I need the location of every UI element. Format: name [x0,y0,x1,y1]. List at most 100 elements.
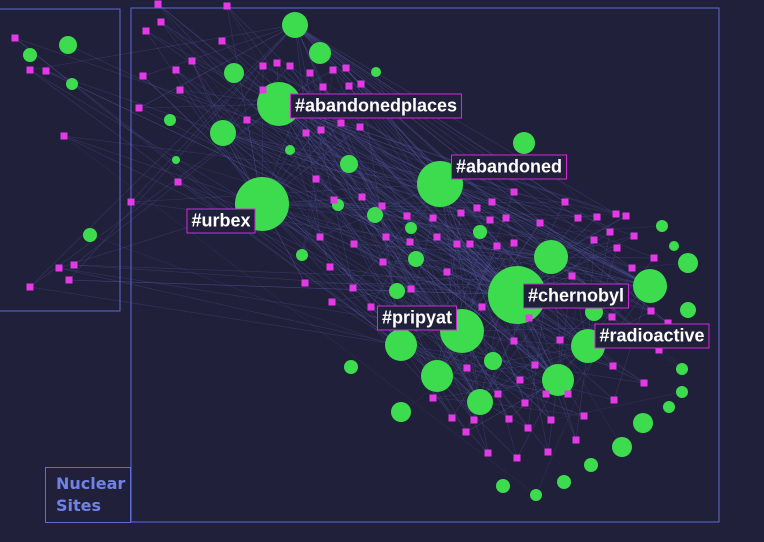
user-node[interactable] [580,412,588,420]
user-node[interactable] [630,232,638,240]
user-node[interactable] [135,104,143,112]
user-node[interactable] [488,198,496,206]
user-node[interactable] [139,72,147,80]
hashtag-node[interactable] [309,42,331,64]
user-node[interactable] [429,394,437,402]
user-node[interactable] [259,86,267,94]
hashtag-node[interactable] [408,251,424,267]
hashtag-node[interactable] [484,352,502,370]
hashtag-node[interactable] [367,207,383,223]
user-node[interactable] [286,62,294,70]
user-node[interactable] [329,66,337,74]
user-node[interactable] [547,416,555,424]
user-node[interactable] [60,132,68,140]
user-node[interactable] [466,240,474,248]
user-node[interactable] [448,414,456,422]
hashtag-node[interactable] [421,360,453,392]
user-node[interactable] [142,27,150,35]
user-node[interactable] [328,298,336,306]
user-node[interactable] [317,126,325,134]
user-node[interactable] [403,212,411,220]
user-node[interactable] [610,396,618,404]
user-node[interactable] [330,196,338,204]
user-node[interactable] [243,116,251,124]
user-node[interactable] [406,238,414,246]
hashtag-node[interactable] [584,458,598,472]
user-node[interactable] [462,428,470,436]
user-node[interactable] [510,337,518,345]
user-node[interactable] [433,233,441,241]
user-node[interactable] [223,2,231,10]
user-node[interactable] [356,123,364,131]
user-node[interactable] [349,284,357,292]
hashtag-node[interactable] [557,475,571,489]
user-node[interactable] [544,448,552,456]
user-node[interactable] [127,198,135,206]
hashtag-node[interactable] [542,364,574,396]
user-node[interactable] [26,283,34,291]
user-node[interactable] [157,18,165,26]
user-node[interactable] [342,64,350,72]
user-node[interactable] [11,34,19,42]
user-node[interactable] [613,244,621,252]
hashtag-node[interactable] [391,402,411,422]
hashtag-node[interactable] [488,266,546,324]
user-node[interactable] [70,261,78,269]
user-node[interactable] [55,264,63,272]
user-node[interactable] [516,376,524,384]
user-node[interactable] [312,175,320,183]
hashtag-node[interactable] [405,222,417,234]
user-node[interactable] [542,390,550,398]
tag-abandoned[interactable]: #abandoned [450,154,568,180]
hashtag-node[interactable] [389,283,405,299]
user-node[interactable] [26,66,34,74]
hashtag-node[interactable] [513,132,535,154]
user-node[interactable] [531,361,539,369]
user-node[interactable] [478,303,486,311]
user-node[interactable] [521,399,529,407]
user-node[interactable] [301,279,309,287]
user-node[interactable] [358,193,366,201]
user-node[interactable] [154,0,162,8]
hashtag-node[interactable] [676,363,688,375]
user-node[interactable] [357,80,365,88]
user-node[interactable] [259,62,267,70]
hashtag-node[interactable] [678,253,698,273]
hashtag-node[interactable] [467,389,493,415]
hashtag-node[interactable] [680,302,696,318]
user-node[interactable] [326,263,334,271]
user-node[interactable] [493,242,501,250]
user-node[interactable] [302,129,310,137]
user-node[interactable] [463,364,471,372]
tag-chernobyl[interactable]: #chernobyl [522,283,630,309]
user-node[interactable] [513,454,521,462]
user-node[interactable] [505,415,513,423]
user-node[interactable] [470,416,478,424]
hashtag-node[interactable] [224,63,244,83]
hashtag-node[interactable] [296,249,308,261]
hashtag-node[interactable] [23,48,37,62]
hashtag-node[interactable] [534,240,568,274]
user-node[interactable] [524,424,532,432]
user-node[interactable] [457,209,465,217]
user-node[interactable] [609,362,617,370]
user-node[interactable] [337,119,345,127]
user-node[interactable] [172,66,180,74]
user-node[interactable] [568,272,576,280]
user-node[interactable] [42,67,50,75]
user-node[interactable] [486,216,494,224]
user-node[interactable] [65,276,73,284]
hashtag-node[interactable] [344,360,358,374]
hashtag-node[interactable] [656,220,668,232]
tag-abandonedplaces[interactable]: #abandonedplaces [289,93,463,119]
user-node[interactable] [174,178,182,186]
user-node[interactable] [561,198,569,206]
user-node[interactable] [574,214,582,222]
user-node[interactable] [306,69,314,77]
user-node[interactable] [647,307,655,315]
user-node[interactable] [473,204,481,212]
user-node[interactable] [484,449,492,457]
user-node[interactable] [176,86,184,94]
user-node[interactable] [556,336,564,344]
hashtag-node[interactable] [83,228,97,242]
